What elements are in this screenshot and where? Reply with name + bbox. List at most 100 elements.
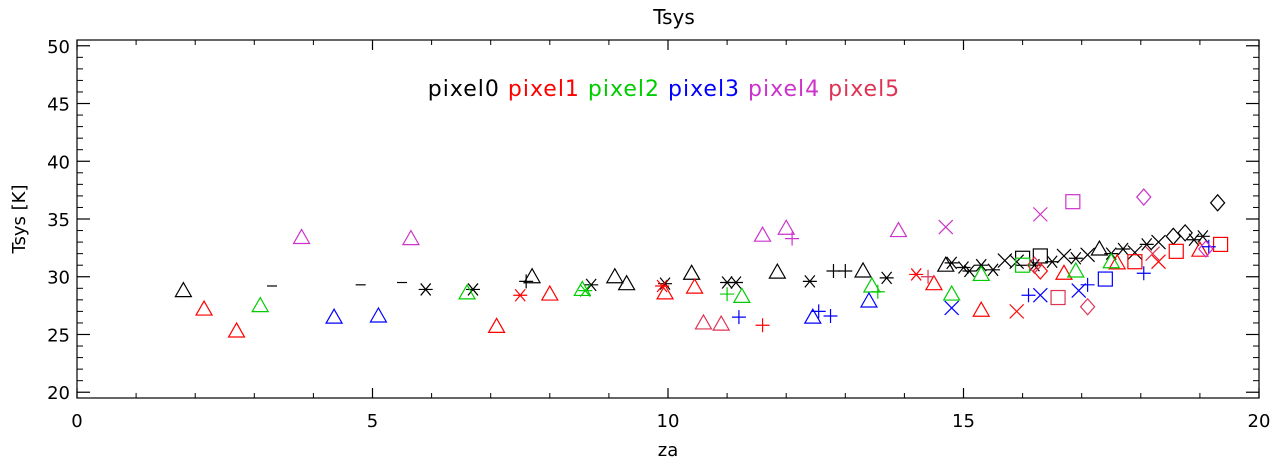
data-point [938, 219, 954, 235]
legend-entry-pixel3: pixel3 [660, 77, 740, 102]
data-point [962, 264, 977, 278]
data-point [936, 255, 955, 272]
triangle-marker [685, 277, 704, 294]
data-point [1009, 254, 1025, 270]
data-point [1168, 243, 1184, 259]
triangle-marker [487, 317, 506, 333]
y-tick-label: 30 [47, 268, 70, 289]
data-point [655, 279, 670, 293]
data-point [1032, 248, 1048, 264]
data-point [540, 284, 559, 301]
asterisk-marker [1116, 242, 1131, 256]
data-point [802, 274, 817, 288]
triangle-marker [656, 283, 675, 300]
asterisk-marker [578, 284, 593, 297]
data-point [1127, 245, 1143, 260]
plus-marker [826, 263, 841, 278]
data-point [1056, 248, 1072, 264]
cross-marker [1056, 248, 1072, 264]
asterisk-marker [962, 264, 977, 278]
asterisk-marker [802, 274, 817, 288]
diamond-marker [1135, 188, 1152, 206]
diamond-marker [1198, 240, 1214, 258]
plus-marker [1136, 266, 1151, 281]
data-point [1026, 256, 1043, 275]
triangle-marker [1066, 261, 1085, 278]
y-axis-title: Tsys [K] [9, 185, 30, 255]
asterisk-marker [418, 283, 433, 296]
data-point [942, 284, 961, 301]
x-axis-title: za [658, 440, 678, 461]
data-point [656, 283, 675, 300]
cross-marker [1032, 287, 1048, 303]
triangle-marker [458, 283, 477, 300]
data-point [1177, 223, 1193, 242]
triangle-marker [1090, 239, 1109, 256]
data-point [728, 276, 743, 289]
data-point [1165, 227, 1182, 246]
data-point [853, 261, 873, 278]
triangle-marker [523, 267, 542, 284]
data-point [1021, 288, 1036, 303]
data-point [944, 300, 960, 316]
cross-marker [938, 219, 954, 235]
triangle-marker [1102, 252, 1121, 269]
triangle-marker [859, 291, 878, 308]
triangle-marker [174, 281, 193, 298]
plus-marker [519, 274, 534, 289]
triangle-marker [924, 274, 943, 291]
triangle-marker [195, 299, 214, 316]
data-point [889, 221, 908, 238]
data-point [823, 309, 838, 324]
data-point [1135, 188, 1152, 206]
data-point [986, 263, 1001, 277]
triangle-marker [617, 274, 636, 291]
data-point [465, 283, 480, 296]
data-point [1201, 239, 1216, 254]
asterisk-marker [584, 278, 599, 292]
data-point [1050, 289, 1066, 306]
data-point [785, 231, 800, 246]
legend-entry-pixel1: pixel1 [500, 77, 580, 102]
data-point [972, 301, 991, 317]
data-point [909, 268, 924, 281]
square-marker [1212, 236, 1229, 253]
data-point [879, 271, 894, 285]
data-point [732, 287, 751, 303]
data-point [1102, 252, 1121, 269]
cross-marker [1009, 254, 1025, 270]
data-point [924, 274, 943, 291]
cross-marker [1032, 206, 1048, 222]
data-point [682, 264, 701, 280]
y-tick-label: 20 [47, 383, 70, 404]
data-point [859, 291, 878, 308]
square-marker [1032, 248, 1048, 264]
data-point [921, 269, 936, 284]
triangle-marker [972, 265, 991, 282]
data-point [1032, 262, 1049, 280]
series-pixel1 [195, 236, 1229, 338]
triangle-marker [1190, 240, 1209, 257]
cross-marker [1080, 247, 1096, 263]
y-tick-label: 40 [47, 152, 70, 173]
data-point [1198, 240, 1214, 258]
cross-marker [1127, 245, 1143, 260]
data-point [1068, 251, 1083, 265]
triangle-marker [251, 296, 270, 313]
data-point [972, 265, 991, 282]
legend-entry-pixel2: pixel2 [580, 77, 660, 102]
data-point [251, 296, 270, 313]
legend-entry-pixel5: pixel5 [820, 77, 900, 102]
plus-marker [755, 318, 770, 333]
square-marker [1097, 271, 1113, 287]
triangle-marker [853, 261, 873, 278]
plus-marker [838, 263, 853, 278]
square-marker [1050, 289, 1066, 306]
triangle-marker [682, 264, 701, 280]
data-point [720, 287, 735, 302]
x-tick-label: 20 [1248, 411, 1271, 432]
data-point [838, 263, 853, 278]
cross-marker [1009, 303, 1025, 319]
y-tick-label: 35 [47, 210, 70, 231]
data-point [519, 274, 534, 289]
